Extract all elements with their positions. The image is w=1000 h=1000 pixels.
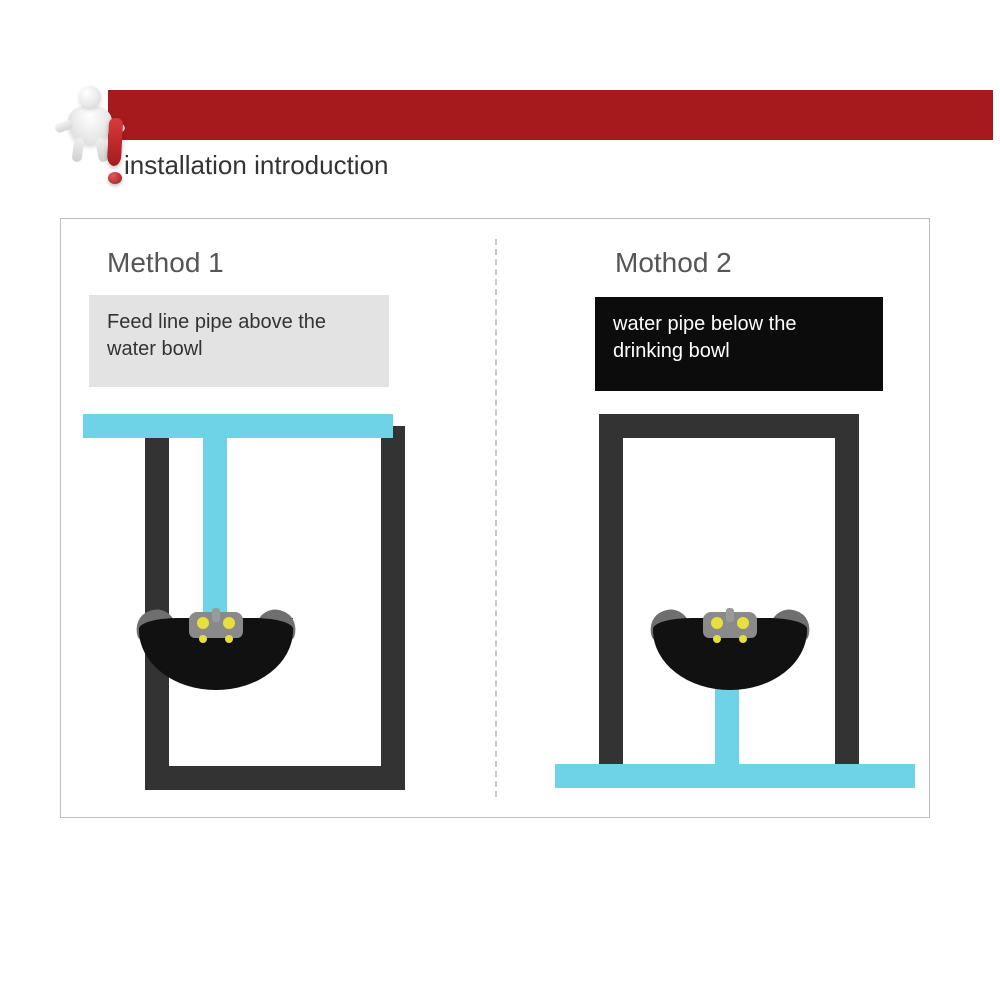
method-1-diagram (83, 414, 488, 809)
method-1-description: Feed line pipe above the water bowl (89, 295, 389, 387)
exclamation-figure-icon (55, 86, 125, 196)
header-banner (108, 90, 993, 140)
drinking-bowl-icon (131, 604, 301, 694)
drinking-bowl-icon (645, 604, 815, 694)
diagram-box: Method 1 Feed line pipe above the water … (60, 218, 930, 818)
water-pipe-horizontal (555, 764, 915, 788)
method-2-description: water pipe below the drinking bowl (595, 297, 883, 391)
frame-top-bar (599, 414, 859, 438)
panel-method-2: Mothod 2 water pipe below the drinking b… (495, 219, 929, 817)
frame-bottom-bar (145, 766, 405, 790)
frame-post-left (599, 426, 623, 771)
frame-post-right (381, 426, 405, 786)
method-1-title: Method 1 (107, 247, 224, 279)
panel-method-1: Method 1 Feed line pipe above the water … (61, 219, 495, 817)
page-title: installation introduction (124, 150, 389, 181)
method-2-title: Mothod 2 (615, 247, 732, 279)
frame-post-right (835, 426, 859, 771)
method-2-diagram (515, 414, 920, 809)
water-pipe-horizontal (83, 414, 393, 438)
